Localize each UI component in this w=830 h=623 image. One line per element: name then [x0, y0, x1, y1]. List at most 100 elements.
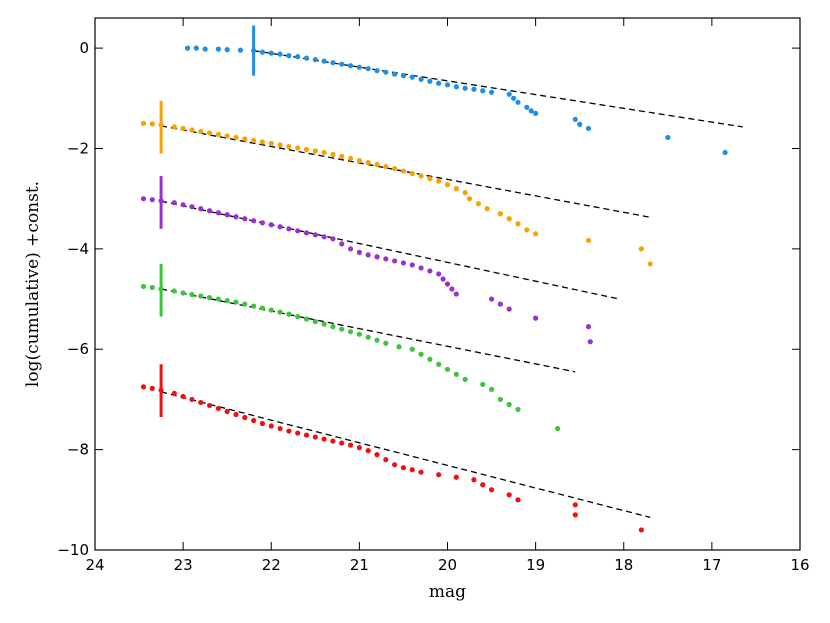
data-point — [312, 148, 318, 154]
data-point — [140, 196, 147, 202]
x-tick-label: 23 — [174, 556, 193, 574]
data-point — [638, 246, 644, 252]
data-point — [233, 214, 239, 220]
y-tick-label: −4 — [67, 240, 89, 258]
data-point — [488, 386, 495, 392]
fit-line-4 — [160, 391, 651, 519]
data-point — [339, 61, 345, 67]
data-point — [506, 401, 512, 408]
data-point — [347, 329, 354, 335]
data-point — [409, 74, 415, 80]
data-point — [149, 197, 155, 203]
data-point — [171, 200, 177, 206]
data-point — [462, 376, 468, 382]
data-point — [427, 356, 433, 362]
data-point — [198, 399, 204, 406]
data-point — [515, 406, 521, 413]
data-point — [339, 440, 345, 446]
data-point — [171, 390, 177, 397]
data-point — [140, 384, 147, 390]
data-point — [572, 116, 578, 122]
data-point — [497, 396, 503, 403]
data-point — [392, 462, 398, 468]
data-point — [497, 301, 503, 307]
data-point — [277, 425, 283, 432]
data-point — [444, 366, 451, 372]
data-point — [587, 339, 593, 345]
data-point — [506, 216, 512, 222]
data-point — [171, 124, 177, 130]
data-point — [365, 448, 371, 454]
data-point — [184, 45, 191, 51]
data-point — [484, 206, 490, 212]
data-point — [585, 125, 592, 132]
data-point — [321, 58, 327, 64]
data-point — [374, 161, 380, 168]
data-point — [312, 232, 318, 238]
data-point — [347, 246, 354, 252]
data-point — [206, 208, 213, 214]
data-point — [638, 527, 644, 533]
data-point — [224, 297, 230, 304]
data-point — [215, 405, 221, 412]
data-point — [427, 176, 433, 182]
data-point — [251, 417, 257, 424]
data-point — [286, 311, 292, 317]
data-point — [365, 252, 371, 258]
data-point — [251, 137, 257, 144]
data-point — [409, 170, 415, 177]
data-point — [453, 84, 459, 90]
data-point — [383, 457, 389, 463]
y-tick-label: −8 — [67, 441, 89, 459]
data-point — [242, 414, 248, 421]
data-point — [233, 411, 239, 418]
x-tick-label: 21 — [350, 556, 369, 574]
data-point — [356, 64, 362, 70]
data-point — [295, 314, 301, 320]
data-point — [149, 385, 155, 391]
data-point — [193, 45, 199, 51]
data-point — [409, 467, 415, 473]
data-point — [206, 402, 213, 409]
data-point — [647, 261, 653, 267]
data-point — [286, 428, 292, 434]
data-point — [140, 120, 147, 126]
data-point — [149, 121, 155, 127]
data-point — [356, 157, 362, 164]
data-point — [466, 196, 473, 202]
data-point — [392, 165, 398, 172]
data-point — [383, 69, 389, 75]
data-point — [259, 305, 266, 311]
fit-line-2 — [160, 200, 620, 300]
data-point — [374, 452, 380, 458]
completeness-markers — [159, 25, 256, 417]
x-tick-label: 18 — [614, 556, 633, 574]
data-point — [374, 337, 380, 343]
data-point — [224, 47, 230, 53]
data-point — [268, 423, 274, 429]
data-point — [259, 49, 266, 55]
data-point — [436, 271, 442, 277]
data-point — [462, 190, 468, 196]
data-point — [347, 63, 354, 69]
data-point — [400, 465, 407, 471]
data-point — [206, 294, 213, 301]
data-point — [268, 307, 274, 313]
data-point — [268, 222, 274, 228]
data-point — [528, 108, 534, 114]
data-point — [374, 254, 380, 260]
data-point — [356, 331, 362, 337]
data-point — [440, 276, 446, 282]
data-point — [312, 319, 318, 325]
y-tick-label: −6 — [67, 340, 89, 358]
data-point — [268, 140, 274, 147]
data-point — [722, 149, 728, 156]
data-point — [585, 237, 592, 243]
axis-ticks: 24 23 22 21 20 19 18 17 16 0 −2 −4 −6 −8 −10 — [57, 18, 810, 574]
data-point — [383, 256, 389, 262]
data-point — [180, 202, 186, 208]
data-point — [277, 309, 283, 315]
data-point — [286, 143, 292, 150]
data-point — [480, 482, 486, 488]
x-tick-label: 17 — [702, 556, 721, 574]
